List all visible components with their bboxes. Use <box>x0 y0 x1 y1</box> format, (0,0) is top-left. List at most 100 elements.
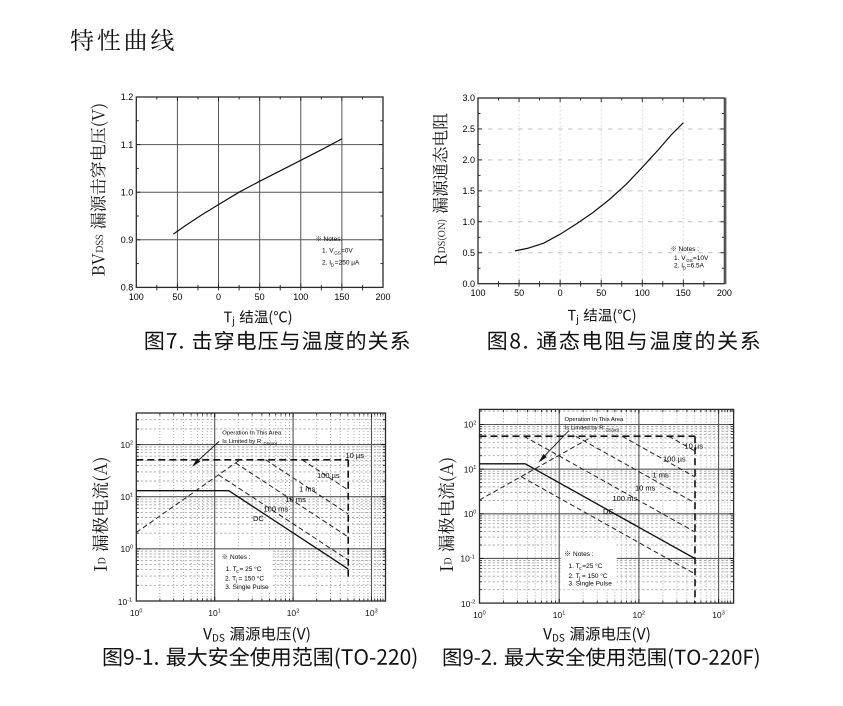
svg-text:0: 0 <box>558 288 563 298</box>
svg-text:1. T: 1. T <box>226 566 237 573</box>
svg-text:0.5: 0.5 <box>462 248 475 258</box>
svg-text:2. I: 2. I <box>322 260 331 267</box>
svg-text:10: 10 <box>121 440 131 450</box>
svg-text:150: 150 <box>334 292 349 302</box>
svg-text:1 ms: 1 ms <box>653 471 670 480</box>
svg-text:10: 10 <box>553 610 563 620</box>
svg-text:10: 10 <box>633 610 643 620</box>
svg-text:100 µs: 100 µs <box>663 455 686 464</box>
svg-text:100 ms: 100 ms <box>613 494 638 503</box>
svg-text:10 µs: 10 µs <box>685 442 704 451</box>
svg-text:DS(on): DS(on) <box>264 441 278 446</box>
svg-text:=25 °C: =25 °C <box>582 562 602 570</box>
svg-text:j: j <box>578 576 580 582</box>
svg-text:10: 10 <box>121 492 131 502</box>
svg-text:10: 10 <box>464 464 474 474</box>
svg-text:10: 10 <box>121 544 131 554</box>
svg-text:10: 10 <box>460 554 470 564</box>
svg-text:Operation In This Area: Operation In This Area <box>222 430 282 436</box>
svg-text:DS(on): DS(on) <box>606 428 620 433</box>
svg-text:GS: GS <box>334 251 341 256</box>
svg-text:1.0: 1.0 <box>121 187 134 197</box>
svg-text:10: 10 <box>365 608 375 618</box>
svg-text:-1: -1 <box>127 598 132 604</box>
svg-text:j: j <box>235 579 237 585</box>
svg-text:1: 1 <box>130 493 133 499</box>
svg-text:= 150 °C: = 150 °C <box>582 572 608 580</box>
svg-text:10: 10 <box>208 608 218 618</box>
svg-text:-1: -1 <box>470 554 475 560</box>
svg-text:10: 10 <box>287 608 297 618</box>
svg-text:10 ms: 10 ms <box>286 495 307 504</box>
svg-text:1.1: 1.1 <box>121 140 134 150</box>
svg-text:150: 150 <box>676 288 691 298</box>
svg-text:c: c <box>579 566 582 572</box>
svg-text:= 25 °C: = 25 °C <box>240 565 262 573</box>
svg-text:Notes :: Notes : <box>679 246 700 253</box>
svg-text:0.8: 0.8 <box>121 283 134 293</box>
svg-text:0: 0 <box>139 609 142 615</box>
svg-text:2: 2 <box>642 611 645 617</box>
svg-text:1. T: 1. T <box>569 563 580 570</box>
svg-text:1.2: 1.2 <box>121 92 134 102</box>
svg-text:Notes :: Notes : <box>230 554 251 561</box>
svg-text:-2: -2 <box>470 600 475 606</box>
svg-text:0.0: 0.0 <box>462 279 475 289</box>
svg-text:10: 10 <box>473 610 483 620</box>
svg-text:DC: DC <box>603 507 614 516</box>
svg-text:200: 200 <box>717 288 732 298</box>
svg-text:1: 1 <box>562 611 565 617</box>
svg-text:1.0: 1.0 <box>462 217 475 227</box>
svg-text:100: 100 <box>293 292 308 302</box>
svg-text:1. V: 1. V <box>674 255 686 262</box>
svg-text:0.9: 0.9 <box>121 235 134 245</box>
svg-text:2.0: 2.0 <box>462 155 475 165</box>
svg-text:=6.5A: =6.5A <box>687 263 705 270</box>
svg-text:50: 50 <box>255 292 265 302</box>
svg-text:1: 1 <box>218 609 221 615</box>
svg-text:0: 0 <box>483 611 486 617</box>
svg-text:3.0: 3.0 <box>462 93 475 103</box>
svg-text:10: 10 <box>712 610 722 620</box>
svg-text:3: 3 <box>722 611 725 617</box>
svg-text:100 µs: 100 µs <box>317 471 340 480</box>
svg-text:2. T: 2. T <box>569 573 580 580</box>
svg-text:10: 10 <box>464 509 474 519</box>
svg-text:100 ms: 100 ms <box>264 505 289 514</box>
svg-text:50: 50 <box>514 288 524 298</box>
svg-text:2: 2 <box>296 609 299 615</box>
svg-text:=250 µA: =250 µA <box>335 260 360 267</box>
svg-text:100: 100 <box>129 292 144 302</box>
svg-text:1.5: 1.5 <box>462 186 475 196</box>
svg-text:10: 10 <box>464 420 474 430</box>
svg-text:50: 50 <box>172 292 182 302</box>
svg-text:1 ms: 1 ms <box>299 485 316 494</box>
svg-text:Is Limited by R: Is Limited by R <box>222 439 261 445</box>
svg-text:0: 0 <box>130 545 133 551</box>
svg-text:10 ms: 10 ms <box>635 484 656 493</box>
svg-text:10: 10 <box>130 608 140 618</box>
svg-text:100: 100 <box>470 288 485 298</box>
svg-text:2. T: 2. T <box>225 576 236 583</box>
svg-text:2.5: 2.5 <box>462 124 475 134</box>
svg-text:D: D <box>331 263 335 268</box>
svg-text:0: 0 <box>473 510 476 516</box>
svg-text:1. V: 1. V <box>322 248 334 255</box>
svg-text:c: c <box>236 569 239 575</box>
svg-text:=0V: =0V <box>341 248 353 255</box>
svg-text:50: 50 <box>596 288 606 298</box>
svg-text:3: 3 <box>375 609 378 615</box>
svg-text:1: 1 <box>473 465 476 471</box>
svg-text:3. Single Pulse: 3. Single Pulse <box>225 584 269 591</box>
svg-text:D: D <box>683 266 687 271</box>
svg-text:3. Single Pulse: 3. Single Pulse <box>569 581 613 588</box>
svg-text:= 150 °C: = 150 °C <box>239 575 265 583</box>
svg-text:2. I: 2. I <box>674 263 683 270</box>
svg-text:2: 2 <box>473 420 476 426</box>
svg-text:Notes:: Notes: <box>324 236 343 243</box>
svg-text:10: 10 <box>118 597 128 607</box>
svg-text:2: 2 <box>130 440 133 446</box>
svg-text:10: 10 <box>461 599 471 609</box>
svg-text:0: 0 <box>216 292 221 302</box>
svg-text:GS: GS <box>686 258 693 263</box>
